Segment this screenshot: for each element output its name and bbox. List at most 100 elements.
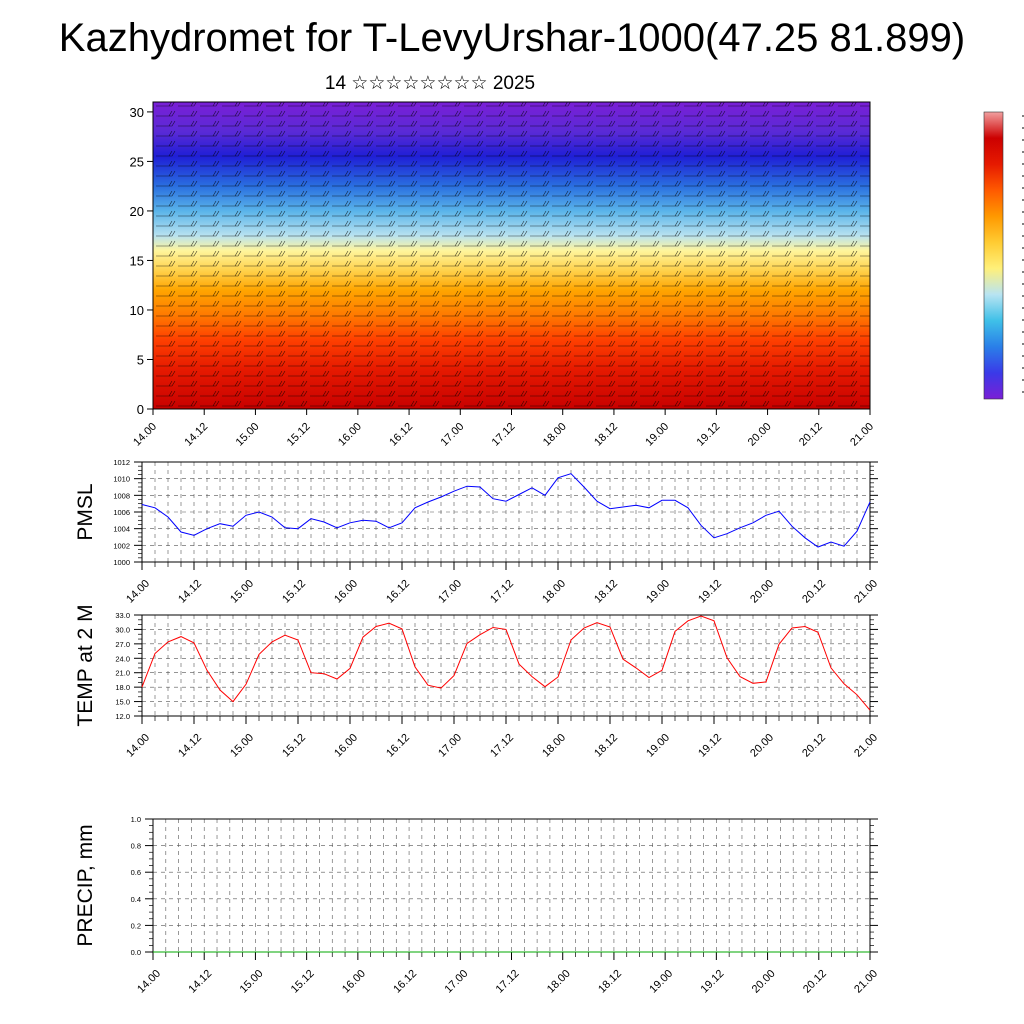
cross-section-panel: 0 5 10 15 20 25 30 14.00 14.12 15.00 15.12 16.00 16.… — [130, 101, 876, 449]
x-tick-label: 19.00 — [644, 578, 672, 606]
y-tick-label: 0 — [137, 402, 144, 417]
x-tick-label: 21.00 — [852, 578, 880, 606]
x-tick-label: 14.12 — [182, 421, 210, 449]
x-tick-label: 18.12 — [596, 968, 624, 996]
y-tick-label: 1010 — [113, 475, 130, 484]
y-tick-label: 0.2 — [131, 921, 141, 930]
y-axis-label: PMSL — [74, 483, 97, 540]
y-tick-label: 18.0 — [115, 683, 130, 692]
x-tick-label: 17.00 — [436, 732, 464, 760]
y-tick-label: 27.0 — [115, 640, 130, 649]
colorbar — [983, 111, 1024, 400]
x-tick-label: 15.12 — [289, 968, 317, 996]
pmsl-line — [141, 473, 871, 548]
y-axis-label: TEMP at 2 M — [74, 604, 97, 726]
y-tick-label: 0.4 — [131, 895, 141, 904]
x-tick-label: 14.00 — [131, 421, 159, 449]
x-tick-label: 17.00 — [438, 421, 466, 449]
x-tick-label: 14.12 — [176, 578, 204, 606]
x-tick-label: 17.00 — [442, 968, 470, 996]
x-tick-label: 15.00 — [228, 732, 256, 760]
x-tick-label: 19.12 — [699, 968, 727, 996]
x-tick-label: 21.00 — [852, 732, 880, 760]
x-tick-label: 16.00 — [332, 732, 360, 760]
y-tick-label: 1.0 — [131, 815, 141, 824]
temp-panel: 12.0 15.0 18.0 21.0 24.0 27.0 30.0 33.0 14.00 14.… — [74, 604, 880, 759]
y-tick-label: 0.8 — [131, 842, 141, 851]
x-tick-label: 15.00 — [238, 968, 266, 996]
x-tick-label: 14.12 — [186, 968, 214, 996]
x-tick-label: 18.00 — [541, 421, 569, 449]
x-tick-label: 15.12 — [280, 578, 308, 606]
precip-panel: 0.0 0.2 0.4 0.6 0.8 1.0 14.00 14.12 15.00 15.12 16… — [74, 815, 880, 996]
x-tick-label: 14.00 — [124, 578, 152, 606]
x-tick-label: 16.00 — [332, 578, 360, 606]
y-tick-label: 10 — [130, 303, 144, 318]
x-tick-label: 16.12 — [384, 578, 412, 606]
x-tick-label: 19.00 — [647, 968, 675, 996]
x-tick-label: 17.12 — [494, 968, 522, 996]
x-tick-label: 16.12 — [391, 968, 419, 996]
x-tick-label: 17.12 — [488, 732, 516, 760]
x-tick-label: 17.12 — [488, 578, 516, 606]
x-tick-label: 19.12 — [696, 732, 724, 760]
x-tick-label: 14.12 — [176, 732, 204, 760]
x-tick-label: 18.00 — [545, 968, 573, 996]
x-tick-label: 14.00 — [124, 732, 152, 760]
temp2m-line — [141, 615, 871, 711]
x-tick-label: 15.00 — [234, 421, 262, 449]
x-tick-label: 20.00 — [748, 732, 776, 760]
x-tick-label: 20.00 — [750, 968, 778, 996]
x-tick-label: 20.00 — [746, 421, 774, 449]
x-tick-label: 20.12 — [800, 732, 828, 760]
x-tick-label: 19.00 — [643, 421, 671, 449]
x-tick-label: 21.00 — [852, 968, 880, 996]
x-tick-label: 16.00 — [340, 968, 368, 996]
x-tick-label: 20.12 — [797, 421, 825, 449]
x-tick-label: 18.12 — [592, 578, 620, 606]
x-tick-label: 20.12 — [801, 968, 829, 996]
y-tick-label: 1008 — [113, 491, 130, 500]
x-tick-label: 14.00 — [135, 968, 163, 996]
x-tick-label: 18.12 — [592, 421, 620, 449]
y-tick-label: 30 — [130, 105, 144, 120]
x-tick-label: 19.12 — [696, 578, 724, 606]
y-tick-label: 33.0 — [115, 611, 130, 620]
x-tick-label: 17.00 — [436, 578, 464, 606]
x-tick-label: 16.12 — [387, 421, 415, 449]
x-tick-label: 15.12 — [280, 732, 308, 760]
y-axis-label: PRECIP, mm — [74, 824, 97, 946]
wind-barbs — [153, 102, 870, 409]
y-tick-label: 20 — [130, 204, 144, 219]
y-tick-label: 0.0 — [131, 948, 141, 957]
x-tick-label: 21.00 — [848, 421, 876, 449]
y-tick-label: 5 — [137, 352, 144, 367]
y-tick-label: 25 — [130, 154, 144, 169]
x-tick-label: 18.00 — [540, 732, 568, 760]
chart-subtitle: 14 ☆☆☆☆☆☆☆☆ 2025 — [324, 73, 536, 94]
y-tick-label: 12.0 — [115, 712, 130, 721]
y-tick-label: 15 — [130, 253, 144, 268]
x-tick-label: 18.00 — [540, 578, 568, 606]
x-tick-label: 15.12 — [285, 421, 313, 449]
y-tick-label: 1012 — [113, 458, 130, 467]
y-tick-label: 30.0 — [115, 625, 130, 634]
y-tick-label: 24.0 — [115, 654, 130, 663]
y-tick-label: 1002 — [113, 541, 130, 550]
x-tick-label: 19.00 — [644, 732, 672, 760]
x-tick-label: 17.12 — [490, 421, 518, 449]
x-tick-label: 16.12 — [384, 732, 412, 760]
x-tick-label: 20.00 — [748, 578, 776, 606]
x-tick-label: 18.12 — [592, 732, 620, 760]
pmsl-panel: 1000 1002 1004 1006 1008 1010 1012 14.00 14.12 15… — [74, 458, 880, 606]
y-tick-label: 15.0 — [115, 698, 130, 707]
colorbar-bar — [983, 111, 1004, 400]
y-tick-label: 1000 — [113, 558, 130, 567]
x-tick-label: 15.00 — [228, 578, 256, 606]
y-tick-label: 21.0 — [115, 669, 130, 678]
x-tick-label: 20.12 — [800, 578, 828, 606]
x-tick-label: 19.12 — [695, 421, 723, 449]
chart-title: Kazhydromet for T-LevyUrshar-1000(47.25 … — [58, 16, 966, 60]
y-tick-label: 1006 — [113, 508, 130, 517]
